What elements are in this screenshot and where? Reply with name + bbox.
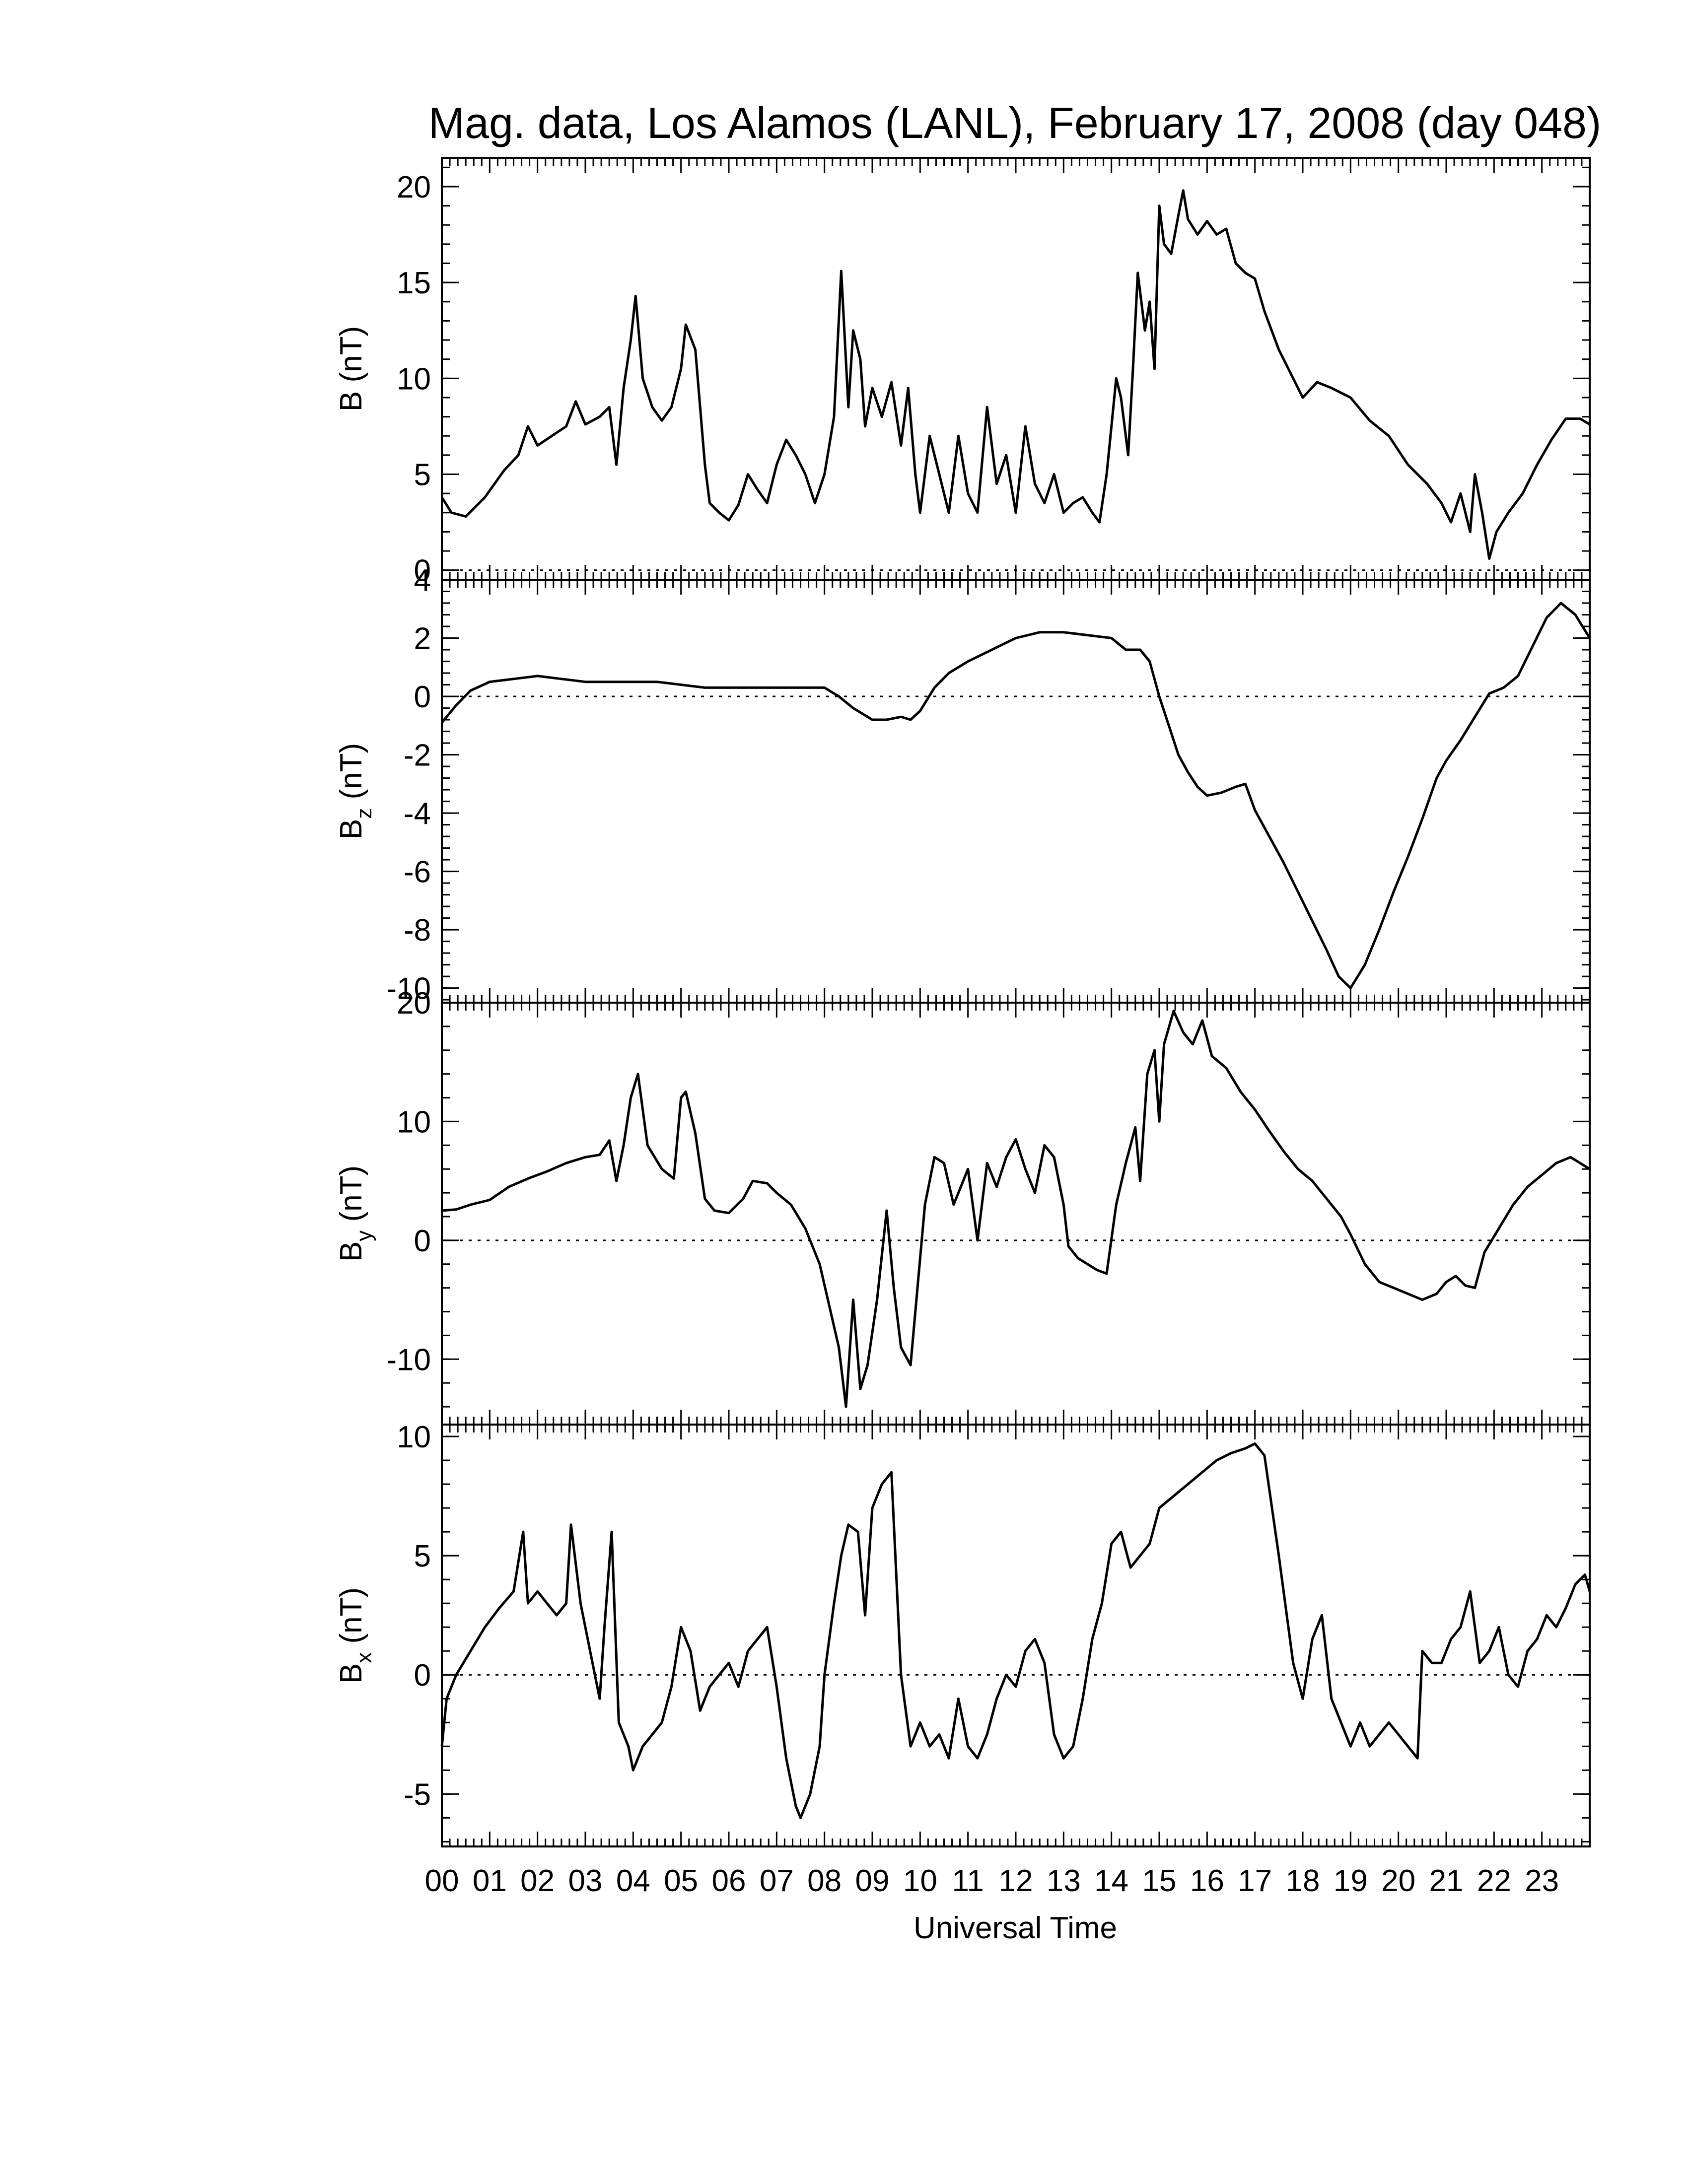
y-tick-label: -10 — [386, 972, 431, 1006]
x-tick-label: 06 — [712, 1864, 746, 1898]
x-tick-label: 10 — [903, 1864, 937, 1898]
y-tick-label: 0 — [414, 1658, 431, 1693]
y-axis-label: By (nT) — [334, 1165, 376, 1262]
x-tick-label: 13 — [1047, 1864, 1081, 1898]
panel-frame — [441, 1002, 1591, 1426]
x-tick-labels: 00 01 02 03 04 05 06 07 08 09 10 11 12 13 14 15 16 17 18 19… — [425, 1864, 1559, 1898]
x-tick-label: 07 — [760, 1864, 794, 1898]
y-axis-label-unit: (nT) — [334, 1165, 368, 1230]
y-axis-label-subscript: y — [352, 1230, 376, 1241]
series-line-bz — [441, 602, 1591, 990]
y-axis-label: Bz (nT) — [334, 743, 376, 839]
y-tick-label: -10 — [386, 1343, 431, 1377]
x-tick-label: 20 — [1381, 1864, 1415, 1898]
x-tick-label: 15 — [1142, 1864, 1177, 1898]
x-axis-label: Universal Time — [914, 1911, 1117, 1945]
x-tick-label: 14 — [1094, 1864, 1128, 1898]
y-axis-label-subscript: x — [352, 1652, 376, 1663]
y-axis-label-unit: (nT) — [334, 743, 368, 808]
y-tick-label: 5 — [414, 458, 431, 492]
y-axis-label-unit: (nT) — [334, 326, 368, 391]
x-tick-label: 12 — [999, 1864, 1033, 1898]
x-tick-label: 11 — [952, 1864, 984, 1898]
chart-title: Mag. data, Los Alamos (LANL), February 1… — [428, 98, 1602, 147]
panel-bz: -10 -8 -6 -4 -2 0 2 4 Bz (nT) — [334, 563, 1591, 1006]
panel-b: 0 5 10 15 20 B (nT) — [334, 157, 1591, 588]
x-tick-label: 02 — [520, 1864, 555, 1898]
y-tick-label: -5 — [404, 1777, 431, 1812]
y-axis-label-subscript: z — [352, 808, 376, 819]
x-tick-label: 05 — [664, 1864, 698, 1898]
y-tick-label: 10 — [397, 362, 431, 396]
x-tick-label: 16 — [1190, 1864, 1224, 1898]
y-tick-label: 4 — [414, 563, 431, 598]
y-axis-label-unit: (nT) — [334, 1587, 368, 1652]
y-tick-label: 10 — [397, 1105, 431, 1139]
y-tick-label: 10 — [397, 1420, 431, 1454]
panel-frame — [441, 579, 1591, 1004]
y-tick-label: 2 — [414, 622, 431, 656]
y-tick-label: -8 — [404, 913, 431, 948]
x-tick-label: 18 — [1286, 1864, 1320, 1898]
x-tick-label: 23 — [1525, 1864, 1559, 1898]
panel-frame — [441, 157, 1591, 581]
y-axis-label-main: B — [334, 819, 368, 839]
x-tick-label: 00 — [425, 1864, 459, 1898]
x-tick-label: 19 — [1334, 1864, 1368, 1898]
y-tick-label: -4 — [404, 797, 431, 831]
x-tick-label: 22 — [1477, 1864, 1511, 1898]
panel-by: -10 0 10 20 By (nT) — [334, 986, 1591, 1426]
y-tick-label: -2 — [404, 739, 431, 773]
panels: 0 5 10 15 20 B (nT) -10 -8 -6 -4 -2 0 2 4 Bz (nT) -10 0 1… — [334, 157, 1591, 1847]
y-axis-label: Bx (nT) — [334, 1587, 376, 1684]
x-tick-label: 04 — [616, 1864, 650, 1898]
x-tick-label: 03 — [568, 1864, 603, 1898]
y-tick-label: 5 — [414, 1539, 431, 1573]
y-axis-label-main: B — [334, 391, 368, 411]
y-tick-label: 20 — [397, 170, 431, 205]
y-axis-label-main: B — [334, 1663, 368, 1684]
y-tick-label: 20 — [397, 986, 431, 1021]
y-tick-label: -6 — [404, 855, 431, 889]
series-line-by — [441, 1010, 1591, 1408]
y-tick-label: 0 — [414, 680, 431, 714]
x-tick-label: 17 — [1238, 1864, 1272, 1898]
y-tick-label: 0 — [414, 1224, 431, 1258]
panel-frame — [441, 1424, 1591, 1847]
series-line-bx — [440, 1442, 1591, 1819]
series-line-b — [440, 189, 1591, 560]
y-axis-label: B (nT) — [334, 326, 368, 411]
x-tick-label: 09 — [855, 1864, 890, 1898]
y-tick-label: 15 — [397, 266, 431, 300]
x-tick-label: 21 — [1429, 1864, 1464, 1898]
y-axis-label-main: B — [334, 1241, 368, 1262]
x-tick-label: 01 — [473, 1864, 507, 1898]
panel-bx: -5 0 5 10 Bx (nT) — [334, 1420, 1591, 1847]
x-tick-label: 08 — [807, 1864, 842, 1898]
y-tick-label: 0 — [414, 554, 431, 588]
